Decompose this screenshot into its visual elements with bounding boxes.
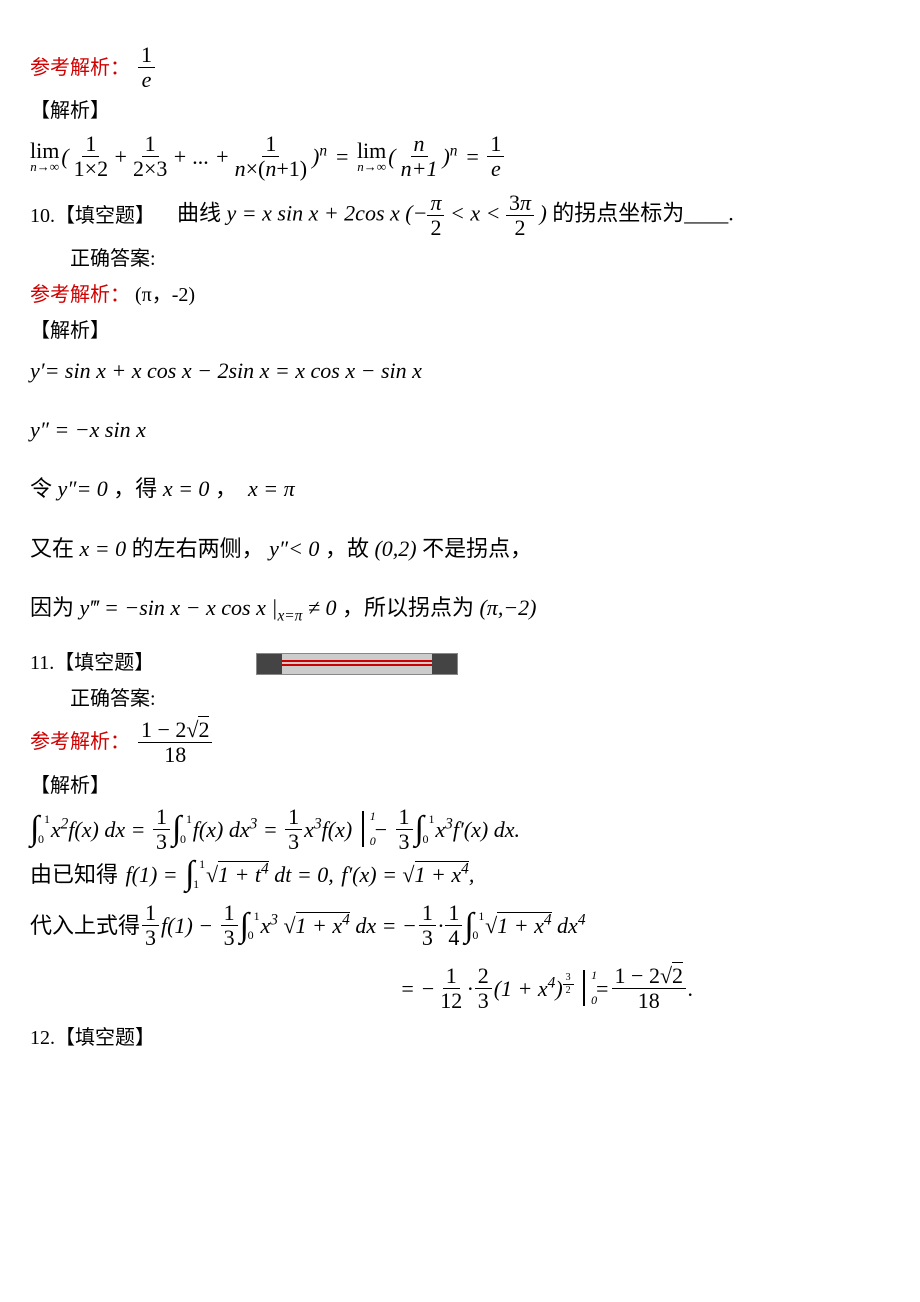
q10-step1: y′= sin x + x cos x − 2sin x = x cos x −… xyxy=(30,353,900,388)
q11-jiexi-label: 【解析】 xyxy=(30,770,900,802)
q11-line3: 代入上式得 13 f(1) − 13 ∫10 x3 √1 + x4 dx = −… xyxy=(30,902,900,949)
q10-correct-label: 正确答案: xyxy=(70,243,900,275)
q11-header: 11.【填空题】 xyxy=(30,647,900,679)
q10-step2: y″ = −x sin x xyxy=(30,412,900,447)
q11-num: 11.【填空题】 xyxy=(30,647,154,679)
q9-expr: limn→∞ ( 11×2 + 12×3 + ... + 1n×(n+1) )n… xyxy=(30,133,900,180)
q11-correct-label: 正确答案: xyxy=(70,683,900,715)
q11-line2: 由已知得 f(1) = ∫11 √1 + t4 dt = 0, f′(x) = … xyxy=(30,857,900,892)
q11-line4: = − 112 · 23 (1 + x4)32 10 = 1 − 2√218 . xyxy=(400,965,900,1012)
q10-header: 10.【填空题】 曲线 y = x sin x + 2cos x (−π2 < … xyxy=(30,192,900,239)
q10-num: 10.【填空题】 xyxy=(30,200,155,232)
q10-jiexi-label: 【解析】 xyxy=(30,315,900,347)
q9-ans-num: 1 xyxy=(138,44,155,68)
separator-bar xyxy=(256,647,458,679)
q11-ref-label: 参考解析： xyxy=(30,726,130,758)
q9-answer-line: 参考解析： 1e xyxy=(30,44,900,91)
q10-step5: 因为 y‴ = −sin x − x cos x |x=π ≠ 0 ，所以拐点为… xyxy=(30,590,900,629)
q11-ref-line: 参考解析： 1 − 2√218 xyxy=(30,719,900,766)
q10-step3: 令 y″= 0 ，得 x = 0 ， x = π xyxy=(30,471,900,506)
q10-step4: 又在 x = 0 的左右两侧， y″< 0 ，故 (0,2) 不是拐点， xyxy=(30,531,900,566)
q9-jiexi-label: 【解析】 xyxy=(30,95,900,127)
ref-label: 参考解析： xyxy=(30,52,130,84)
q9-ans-den: e xyxy=(139,68,155,91)
q10-ref-line: 参考解析： (π，-2) xyxy=(30,279,900,311)
q10-answer: (π，-2) xyxy=(135,284,195,306)
q10-stem: 曲线 y = x sin x + 2cos x (−π2 < x < 3π2 )… xyxy=(177,192,734,239)
q11-line1: ∫10 x2f(x) dx = 13 ∫10 f(x) dx3 = 13 x3f… xyxy=(30,806,900,853)
q10-ref-label: 参考解析： xyxy=(30,284,130,306)
q12-num: 12.【填空题】 xyxy=(30,1022,900,1054)
